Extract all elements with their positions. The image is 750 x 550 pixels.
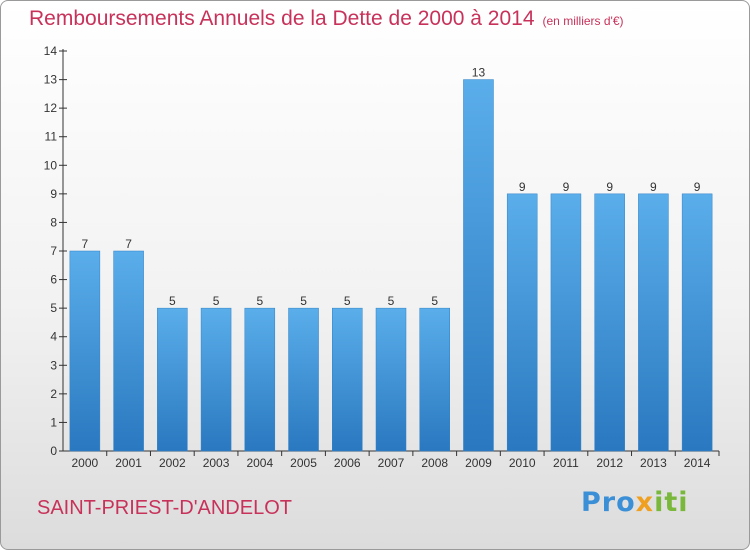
x-tick-label: 2009 — [465, 456, 492, 470]
bar — [288, 307, 319, 452]
bar-value-label: 9 — [519, 180, 526, 194]
x-tick-label: 2004 — [246, 456, 273, 470]
y-tick-label: 5 — [50, 301, 57, 315]
bar — [375, 307, 407, 452]
x-tick-label: 2010 — [509, 456, 536, 470]
bar — [638, 193, 669, 452]
bar-value-label: 9 — [694, 180, 701, 194]
bar-value-label: 5 — [300, 294, 307, 308]
bar — [244, 307, 276, 452]
bar — [594, 193, 625, 452]
logo-part-2: x — [635, 487, 655, 518]
bar — [332, 307, 363, 452]
y-tick-label: 11 — [45, 130, 58, 144]
y-tick-label: 12 — [44, 101, 58, 115]
x-tick-label: 2003 — [203, 456, 230, 470]
x-tick-label: 2011 — [553, 456, 579, 470]
bar-value-label: 5 — [344, 294, 351, 308]
x-tick-label: 2014 — [684, 456, 711, 470]
chart-title: Remboursements Annuels de la Dette de 20… — [29, 7, 624, 31]
bar — [419, 307, 450, 452]
proxiti-logo: Proxiti — [581, 487, 689, 518]
bar-value-label: 9 — [563, 180, 570, 194]
y-tick-label: 1 — [50, 415, 57, 429]
x-tick-label: 2001 — [115, 456, 142, 470]
y-tick-label: 13 — [44, 73, 58, 87]
chart-labels: 7 2000 7 2001 5 2002 5 2003 5 2004 5 2005 5 2006 5 2007… — [72, 66, 711, 470]
y-tick-label: 3 — [50, 358, 57, 372]
bar-value-label: 7 — [82, 237, 89, 251]
bar-value-label: 5 — [431, 294, 438, 308]
y-tick-label: 6 — [50, 273, 57, 287]
chart-subtitle: (en milliers d'€) — [542, 14, 624, 28]
x-tick-label: 2012 — [596, 456, 623, 470]
bar-value-label: 7 — [125, 237, 132, 251]
bar-value-label: 5 — [388, 294, 395, 308]
x-tick-label: 2013 — [640, 456, 667, 470]
y-tick-label: 14 — [44, 44, 58, 58]
bar-value-label: 5 — [213, 294, 220, 308]
x-tick-label: 2007 — [378, 456, 405, 470]
bar-value-label: 5 — [256, 294, 263, 308]
bar-value-label: 13 — [472, 66, 486, 80]
x-tick-label: 2005 — [290, 456, 317, 470]
bar — [157, 307, 188, 452]
bar — [69, 250, 101, 452]
y-tick-label: 10 — [44, 158, 58, 172]
bar — [506, 193, 538, 452]
x-tick-label: 2006 — [334, 456, 361, 470]
chart-title-text: Remboursements Annuels de la Dette de 20… — [29, 7, 535, 30]
bar-value-label: 9 — [606, 180, 613, 194]
logo-part-1: Pro — [581, 487, 636, 518]
y-tick-label: 9 — [50, 187, 57, 201]
y-tick-label: 0 — [50, 444, 57, 458]
commune-name: SAINT-PRIEST-D'ANDELOT — [37, 497, 292, 519]
y-tick-label: 4 — [50, 330, 57, 344]
x-tick-label: 2002 — [159, 456, 186, 470]
bar — [200, 307, 232, 452]
bar — [463, 79, 494, 452]
bar — [113, 250, 144, 452]
bar-value-label: 5 — [169, 294, 176, 308]
x-tick-label: 2000 — [72, 456, 99, 470]
bar — [681, 193, 713, 452]
y-tick-label: 8 — [50, 215, 57, 229]
bar — [550, 193, 582, 452]
y-tick-label: 7 — [50, 244, 57, 258]
y-tick-label: 2 — [50, 387, 57, 401]
x-tick-label: 2008 — [421, 456, 448, 470]
bar-value-label: 9 — [650, 180, 657, 194]
logo-part-3: iti — [654, 487, 689, 518]
chart-bars — [69, 79, 713, 452]
